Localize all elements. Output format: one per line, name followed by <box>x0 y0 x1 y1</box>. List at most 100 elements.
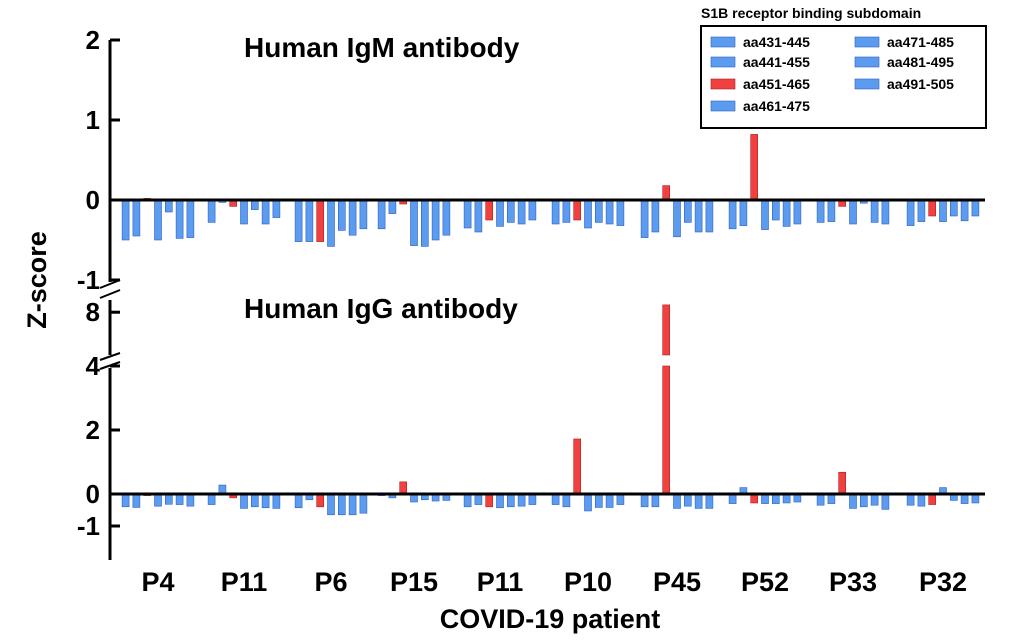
igm-bar-p11-aa481-495 <box>517 199 526 225</box>
igg-bar-p11-aa481-495 <box>517 493 526 507</box>
igm-bar-p11-aa451-465 <box>485 199 494 221</box>
legend-label: aa491-505 <box>887 76 954 92</box>
legend-label: aa441-455 <box>743 54 810 70</box>
x-category-label: P11 <box>477 567 524 597</box>
igm-bar-p32-aa471-485 <box>949 199 958 217</box>
igg-bar-p6-aa481-495 <box>348 493 357 516</box>
igm-bar-p45-aa441-455 <box>651 199 660 233</box>
igg-bar-p11-aa481-495 <box>261 493 270 509</box>
igg-bar-p11-aa461-475 <box>496 493 504 509</box>
igg-bar-p11-aa441-455 <box>474 493 483 505</box>
igg-bars <box>121 304 980 516</box>
x-axis-label: COVID-19 patient <box>440 604 661 634</box>
igm-ytick-label: 0 <box>86 185 100 215</box>
axes-layer <box>99 40 121 560</box>
igm-bar-p6-aa441-455 <box>305 199 314 242</box>
legend-label: aa481-495 <box>887 54 954 70</box>
igg-bar-p6-aa471-485 <box>337 493 346 516</box>
igm-bar-p11-aa461-475 <box>240 199 248 225</box>
igm-bar-p15-aa471-485 <box>420 199 429 247</box>
legend-swatch <box>710 56 736 68</box>
igg-bar-p10-aa471-485 <box>594 493 603 508</box>
igm-bar-p11-aa491-505 <box>528 199 537 221</box>
x-category-label: P33 <box>829 567 877 597</box>
igg-bar-p32-aa431-445 <box>906 493 915 506</box>
igm-bar-p10-aa471-485 <box>594 199 603 223</box>
igm-bar-p4-aa471-485 <box>165 199 173 213</box>
legend-label: aa471-485 <box>887 34 954 50</box>
igg-bar-p11-aa491-505 <box>272 493 281 509</box>
igg-bar-p4-aa461-475 <box>154 493 162 507</box>
igg-bar-p10-aa431-445 <box>551 493 560 505</box>
igg-bar-p11-aa491-505 <box>528 493 537 505</box>
x-category-label: P4 <box>141 567 174 597</box>
igm-bar-p11-aa461-475 <box>496 199 504 227</box>
igg-bar-p10-aa461-475 <box>584 493 592 512</box>
igg-bar-p4-aa491-505 <box>186 493 195 507</box>
igg-bar-p32-aa451-465 <box>928 493 937 505</box>
igg-bar-p11-aa461-475 <box>240 493 248 509</box>
igg-bar-p6-aa451-465 <box>316 493 325 508</box>
igm-bar-p45-aa471-485 <box>683 199 692 223</box>
igm-bar-p6-aa451-465 <box>316 199 325 242</box>
igm-bar-p15-aa441-455 <box>388 199 397 214</box>
igm-ytick-label: 1 <box>86 105 100 135</box>
igg-bar-p45-aa491-505 <box>705 493 714 509</box>
legend-title: S1B receptor binding subdomain <box>701 5 921 21</box>
igm-bar-p4-aa441-455 <box>132 199 141 237</box>
igg-bar-p4-aa481-495 <box>175 493 184 505</box>
x-category-label: P10 <box>564 567 612 597</box>
igg-bar-p33-aa461-475 <box>849 493 857 509</box>
igg-bar-p10-aa491-505 <box>616 493 625 505</box>
igm-bar-p52-aa461-475 <box>761 199 769 230</box>
igg-bar-p11-aa471-485 <box>251 493 259 508</box>
x-category-label: P52 <box>741 567 789 597</box>
igm-bar-p11-aa431-445 <box>207 199 216 223</box>
igg-ytick-label: 0 <box>86 479 100 509</box>
igm-bar-p32-aa481-495 <box>960 199 969 222</box>
igm-bar-p15-aa431-445 <box>377 199 386 230</box>
igm-ytick-label: 2 <box>86 25 100 55</box>
igm-bar-p11-aa441-455 <box>474 199 483 233</box>
igm-bar-p33-aa441-455 <box>827 199 836 222</box>
igm-bar-p10-aa481-495 <box>605 199 614 225</box>
igm-bar-p52-aa431-445 <box>728 199 737 230</box>
legend-items: aa431-445 aa441-455 aa451-465 aa461-475 aa47… <box>710 34 954 114</box>
legend-label: aa431-445 <box>743 34 810 50</box>
igm-bar-p11-aa491-505 <box>272 199 281 218</box>
igm-ytick-label: -1 <box>77 265 100 295</box>
axis-break-mark <box>99 352 121 361</box>
legend-swatch <box>854 36 880 48</box>
igm-bar-p33-aa491-505 <box>881 199 890 225</box>
igg-bar-p4-aa431-445 <box>121 493 130 508</box>
igm-bar-p45-aa431-445 <box>640 199 649 238</box>
igg-bar-p11-aa431-445 <box>207 493 216 505</box>
legend-label: aa461-475 <box>743 98 810 114</box>
igg-bar-p45-aa481-495 <box>694 493 703 509</box>
legend-swatch <box>854 56 880 68</box>
igg-bar-p45-aa471-485 <box>683 493 692 507</box>
igm-bar-p52-aa491-505 <box>793 199 802 225</box>
igg-ytick-label: 8 <box>86 297 100 327</box>
igg-bar-p33-aa481-495 <box>870 493 879 506</box>
igg-bar-p4-aa471-485 <box>165 493 173 505</box>
igm-bar-p4-aa491-505 <box>186 199 195 238</box>
igm-bars <box>121 134 980 247</box>
igm-bar-p45-aa481-495 <box>694 199 703 233</box>
legend-swatch <box>710 100 736 112</box>
igg-panel-title: Human IgG antibody <box>244 293 518 324</box>
x-category-labels: P4 P11 P6 P15 P11 P10 P45 P52 P33 P32 <box>141 567 967 597</box>
igg-bar-p10-aa441-455 <box>562 493 571 508</box>
igm-bar-p6-aa461-475 <box>327 199 335 247</box>
igg-bar-p11-aa431-445 <box>463 493 472 508</box>
igm-bar-p4-aa481-495 <box>175 199 184 239</box>
igg-bar-p45-aa441-455 <box>651 493 660 508</box>
x-category-label: P11 <box>221 567 268 597</box>
igg-bar-p15-aa451-465 <box>399 481 408 495</box>
igg-bar-p6-aa491-505 <box>359 493 368 514</box>
igm-bar-p15-aa461-475 <box>410 199 418 246</box>
igg-bar-p33-aa491-505 <box>881 493 890 510</box>
legend-box <box>700 25 987 129</box>
igg-bar-p6-aa461-475 <box>327 493 335 516</box>
